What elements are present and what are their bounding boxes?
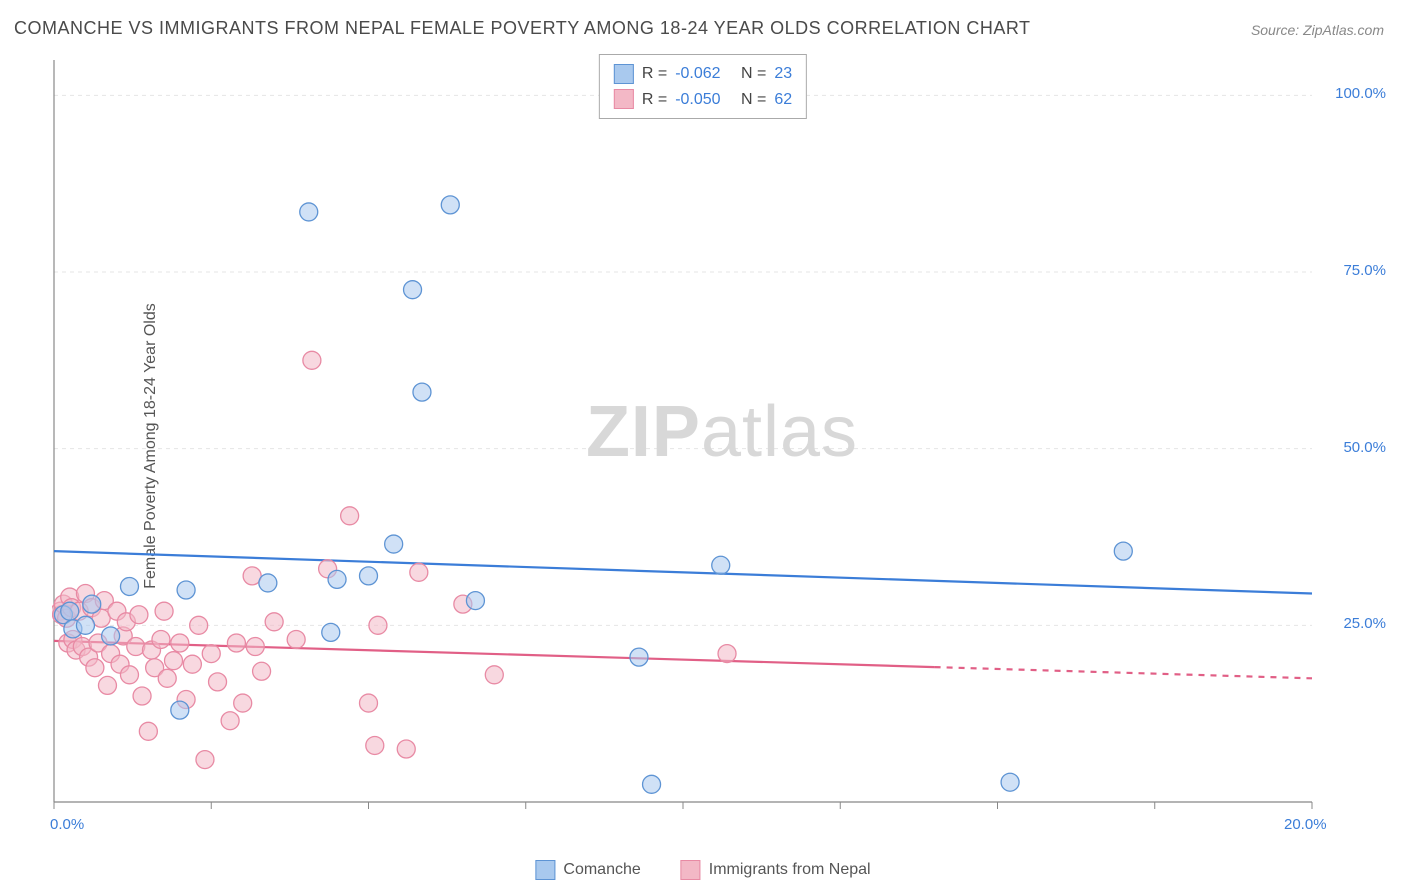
legend-swatch-nepal	[614, 89, 634, 109]
legend-row-nepal: R = -0.050 N = 62	[614, 87, 792, 113]
n-label: N =	[741, 61, 766, 87]
n-value: 23	[774, 61, 792, 87]
legend-swatch-icon	[681, 860, 701, 880]
series-legend: Comanche Immigrants from Nepal	[535, 860, 870, 880]
r-label: R =	[642, 87, 667, 113]
chart-area: ZIPatlas 25.0%50.0%75.0%100.0%0.0%20.0%	[52, 52, 1392, 844]
legend-swatch-icon	[535, 860, 555, 880]
r-label: R =	[642, 61, 667, 87]
legend-label: Comanche	[563, 861, 640, 879]
y-tick-label: 75.0%	[1343, 262, 1386, 279]
n-label: N =	[741, 87, 766, 113]
y-tick-label: 100.0%	[1335, 85, 1386, 102]
legend-item-nepal: Immigrants from Nepal	[681, 860, 871, 880]
n-value: 62	[774, 87, 792, 113]
legend-swatch-comanche	[614, 64, 634, 84]
y-tick-label: 25.0%	[1343, 615, 1386, 632]
legend-label: Immigrants from Nepal	[709, 861, 871, 879]
x-tick-label: 20.0%	[1284, 816, 1327, 833]
x-tick-label: 0.0%	[50, 816, 84, 833]
legend-item-comanche: Comanche	[535, 860, 640, 880]
source-attribution: Source: ZipAtlas.com	[1251, 22, 1384, 38]
y-tick-label: 50.0%	[1343, 439, 1386, 456]
r-value: -0.062	[675, 61, 720, 87]
chart-title: COMANCHE VS IMMIGRANTS FROM NEPAL FEMALE…	[14, 18, 1031, 39]
r-value: -0.050	[675, 87, 720, 113]
scatter-plot	[52, 52, 1392, 844]
legend-row-comanche: R = -0.062 N = 23	[614, 61, 792, 87]
correlation-legend: R = -0.062 N = 23 R = -0.050 N = 62	[599, 54, 807, 119]
